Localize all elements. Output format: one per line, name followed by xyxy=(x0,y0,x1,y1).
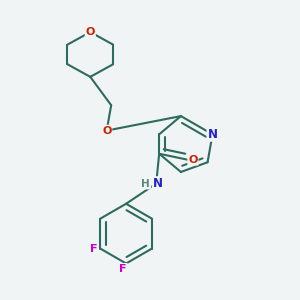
Text: O: O xyxy=(188,155,198,165)
Text: F: F xyxy=(90,244,98,254)
Text: H: H xyxy=(141,178,150,189)
Text: O: O xyxy=(85,27,95,37)
Text: N: N xyxy=(153,177,163,190)
Text: O: O xyxy=(102,126,111,136)
Text: N: N xyxy=(208,128,218,141)
Text: F: F xyxy=(119,264,127,274)
